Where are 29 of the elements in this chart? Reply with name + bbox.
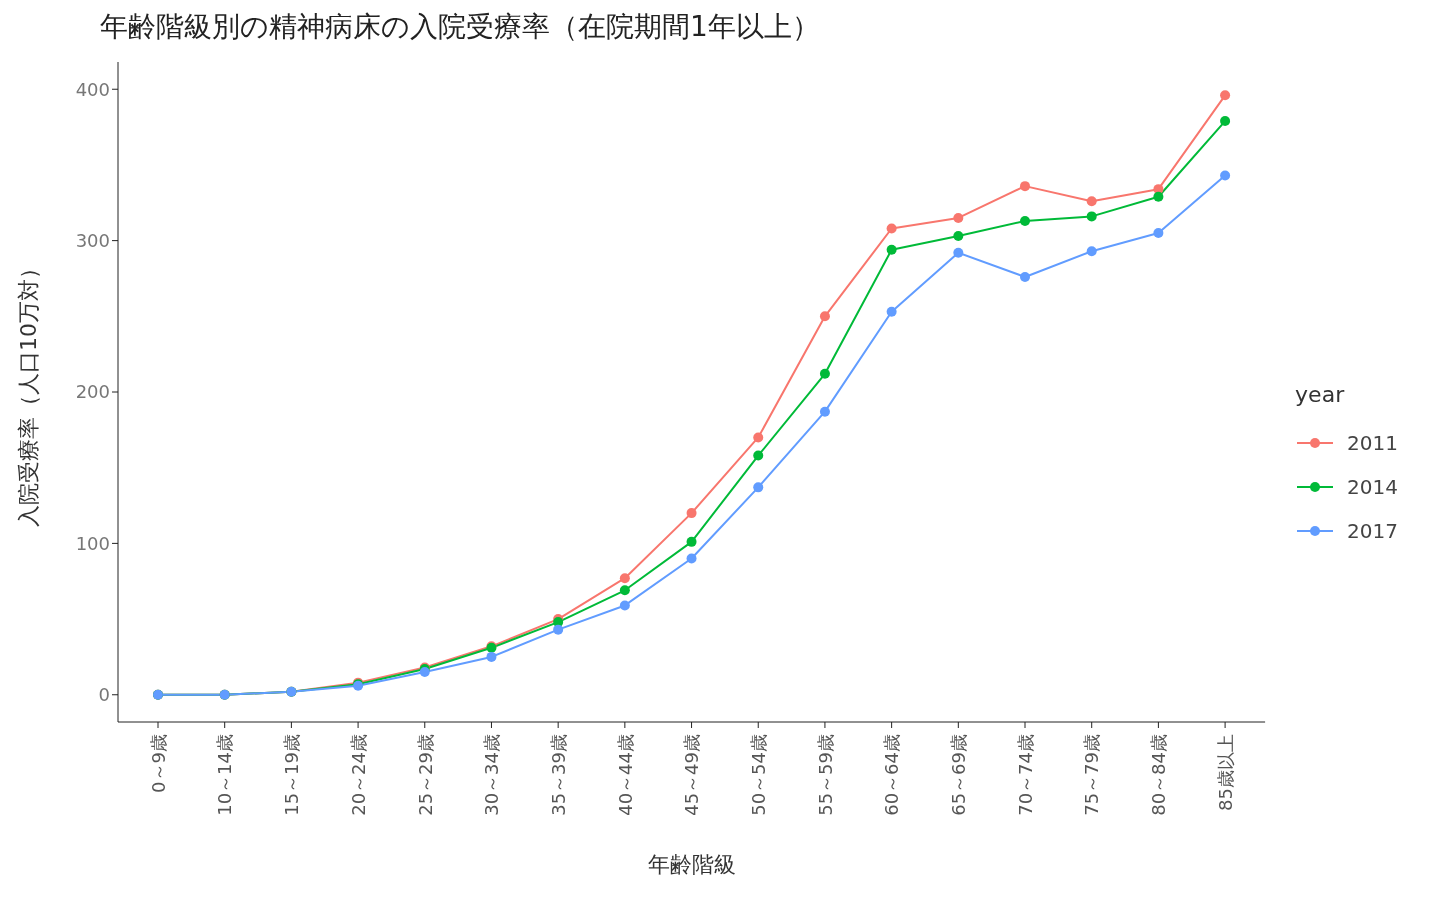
legend-title: year — [1295, 381, 1346, 407]
x-tick-label: 45～49歳 — [681, 734, 703, 816]
x-tick-label: 35～39歳 — [547, 734, 569, 816]
x-tick-label: 70～74歳 — [1014, 734, 1036, 816]
x-tick-label: 65～69歳 — [948, 734, 970, 816]
legend-label: 2017 — [1347, 518, 1398, 543]
legend-label: 2011 — [1347, 430, 1398, 455]
x-tick-label: 60～64歳 — [881, 734, 903, 816]
y-tick-label: 0 — [98, 684, 110, 706]
x-tick-label: 40～44歳 — [614, 734, 636, 816]
x-tick-label: 75～79歳 — [1081, 734, 1103, 816]
legend-label: 2014 — [1347, 474, 1398, 499]
y-tick-label: 400 — [75, 78, 110, 100]
x-axis-title: 年齢階級 — [647, 852, 736, 877]
x-tick-label: 20～24歳 — [347, 734, 369, 816]
x-tick-label: 15～19歳 — [281, 734, 303, 816]
x-tick-label: 30～34歳 — [481, 734, 503, 816]
x-tick-label: 10～14歳 — [214, 734, 236, 816]
x-tick-label: 80～84歳 — [1148, 734, 1170, 816]
y-tick-label: 300 — [75, 230, 110, 252]
x-tick-label: 55～59歳 — [814, 734, 836, 816]
x-tick-label: 0～9歳 — [147, 734, 169, 793]
x-tick-label: 25～29歳 — [414, 734, 436, 816]
y-tick-label: 200 — [75, 381, 110, 403]
chart-title: 年齢階級別の精神病床の入院受療率（在院期間1年以上） — [100, 9, 821, 45]
y-axis-title: 入院受療率（人口10万対） — [15, 257, 41, 527]
x-tick-label: 50～54歳 — [748, 734, 770, 816]
x-tick-label: 85歳以上 — [1214, 734, 1236, 811]
y-tick-label: 100 — [75, 532, 110, 554]
